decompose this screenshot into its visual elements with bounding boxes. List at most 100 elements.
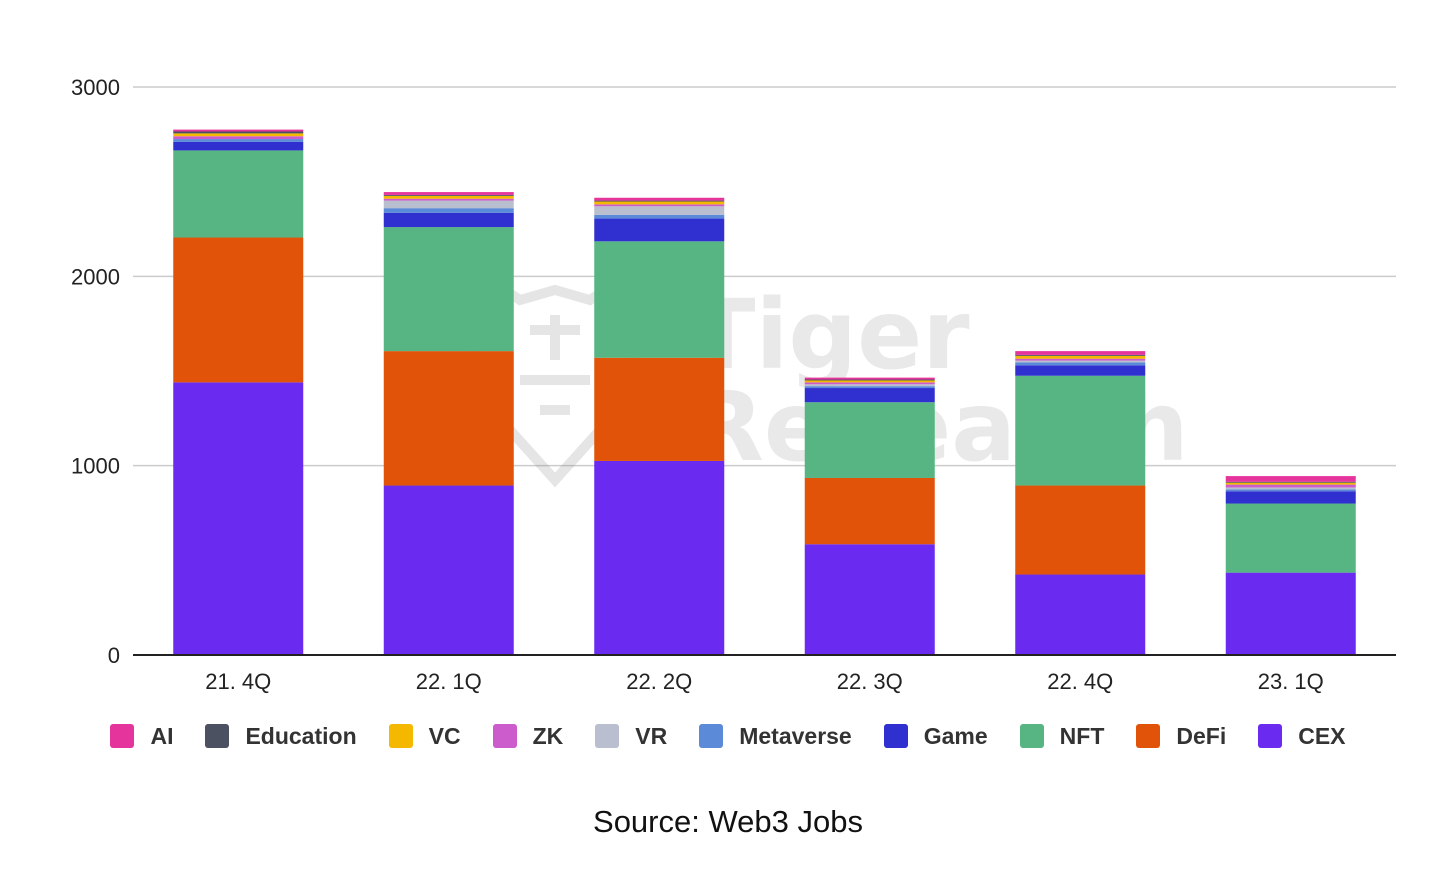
bar-education-3 (804, 379, 935, 381)
legend-swatch (388, 724, 413, 748)
legend-item-defi: DeFi (1136, 723, 1226, 750)
legend-swatch (1136, 724, 1161, 748)
legend-item-vr: VR (595, 723, 667, 750)
y-tick-label: 3000 (71, 75, 120, 100)
bar-education-5 (1225, 481, 1356, 483)
bar-zk-0 (173, 136, 304, 140)
legend-swatch (699, 724, 724, 748)
legend-label: AI (150, 722, 174, 749)
bar-ai-1 (383, 192, 514, 195)
bar-vr-5 (1225, 487, 1356, 490)
y-tick-label: 0 (108, 643, 120, 668)
legend-item-education: Education (205, 722, 357, 750)
bar-metaverse-2 (594, 214, 725, 219)
bar-metaverse-3 (804, 386, 935, 389)
bar-zk-5 (1225, 484, 1356, 488)
watermark-text-1: Tiger (690, 279, 970, 391)
legend-item-metaverse: Metaverse (699, 723, 852, 750)
bar-zk-4 (1015, 358, 1146, 361)
bar-game-1 (383, 212, 514, 228)
bar-metaverse-1 (383, 208, 514, 213)
x-tick-label: 21. 4Q (205, 669, 271, 694)
legend: AI Education VC ZK VR Metaverse Game NFT DeFi CEX (0, 716, 1456, 756)
bar-game-5 (1225, 491, 1356, 504)
bar-game-0 (173, 141, 304, 151)
bar-cex-2 (594, 460, 725, 655)
bar-cex-0 (173, 382, 304, 655)
y-tick-label: 2000 (71, 264, 120, 289)
legend-item-game: Game (883, 722, 988, 750)
bar-nft-4 (1015, 375, 1146, 486)
bar-metaverse-4 (1015, 362, 1146, 366)
source-caption: Source: Web3 Jobs (593, 804, 863, 839)
legend-swatch (595, 724, 620, 748)
bar-vc-4 (1015, 355, 1146, 359)
legend-swatch (492, 724, 517, 748)
bar-education-4 (1015, 354, 1146, 356)
bar-zk-1 (383, 198, 514, 201)
legend-swatch (205, 724, 230, 748)
x-tick-label: 22. 4Q (1047, 669, 1113, 694)
bar-ai-2 (594, 197, 725, 201)
legend-item-zk: ZK (492, 722, 564, 750)
legend-swatch (110, 724, 135, 748)
x-tick-label: 22. 2Q (626, 669, 692, 694)
bar-education-2 (594, 200, 725, 202)
bar-nft-1 (383, 227, 514, 352)
bar-ai-5 (1225, 476, 1356, 482)
legend-label: CEX (1298, 722, 1346, 749)
legend-label: ZK (532, 722, 564, 749)
legend-label: Game (923, 722, 988, 749)
bar-metaverse-0 (173, 139, 304, 142)
bar-zk-3 (804, 382, 935, 385)
bars (173, 129, 1356, 655)
bar-education-1 (383, 194, 514, 196)
bar-vc-0 (173, 133, 304, 137)
legend-swatch (883, 724, 908, 748)
bar-defi-1 (383, 351, 514, 486)
bar-game-3 (804, 388, 935, 403)
bar-education-0 (173, 131, 304, 134)
bar-nft-5 (1225, 503, 1356, 573)
bar-vc-1 (383, 195, 514, 199)
bar-zk-2 (594, 204, 725, 207)
bar-nft-2 (594, 241, 725, 358)
bar-ai-3 (804, 377, 935, 380)
bar-ai-0 (173, 129, 304, 132)
bar-nft-3 (804, 402, 935, 478)
bar-ai-4 (1015, 351, 1146, 355)
legend-label: NFT (1059, 722, 1105, 749)
bar-vr-1 (383, 200, 514, 209)
legend-item-nft: NFT (1019, 722, 1105, 750)
legend-item-cex: CEX (1258, 722, 1346, 750)
bar-defi-0 (173, 237, 304, 383)
bar-vr-2 (594, 206, 725, 215)
bar-cex-4 (1015, 574, 1146, 655)
bar-cex-1 (383, 485, 514, 655)
bar-vc-5 (1225, 482, 1356, 485)
legend-item-ai: AI (110, 723, 173, 750)
legend-swatch (1258, 724, 1283, 748)
legend-label: VC (428, 722, 461, 749)
bar-cex-5 (1225, 572, 1356, 655)
bar-game-2 (594, 218, 725, 242)
legend-label: Metaverse (739, 722, 852, 749)
legend-label: Education (245, 722, 357, 749)
legend-label: VR (635, 722, 668, 749)
bar-defi-2 (594, 357, 725, 461)
bar-defi-4 (1015, 485, 1146, 575)
bar-game-4 (1015, 365, 1146, 376)
legend-label: DeFi (1176, 722, 1227, 749)
legend-item-vc: VC (388, 722, 461, 750)
bar-vr-3 (804, 384, 935, 387)
bar-cex-3 (804, 544, 935, 655)
bar-vc-2 (594, 201, 725, 205)
bar-vc-3 (804, 380, 935, 383)
legend-swatch (1019, 724, 1044, 748)
x-tick-label: 22. 3Q (837, 669, 903, 694)
bar-defi-3 (804, 477, 935, 545)
gridlines (133, 86, 1396, 467)
bar-nft-0 (173, 150, 304, 238)
bar-metaverse-5 (1225, 489, 1356, 492)
